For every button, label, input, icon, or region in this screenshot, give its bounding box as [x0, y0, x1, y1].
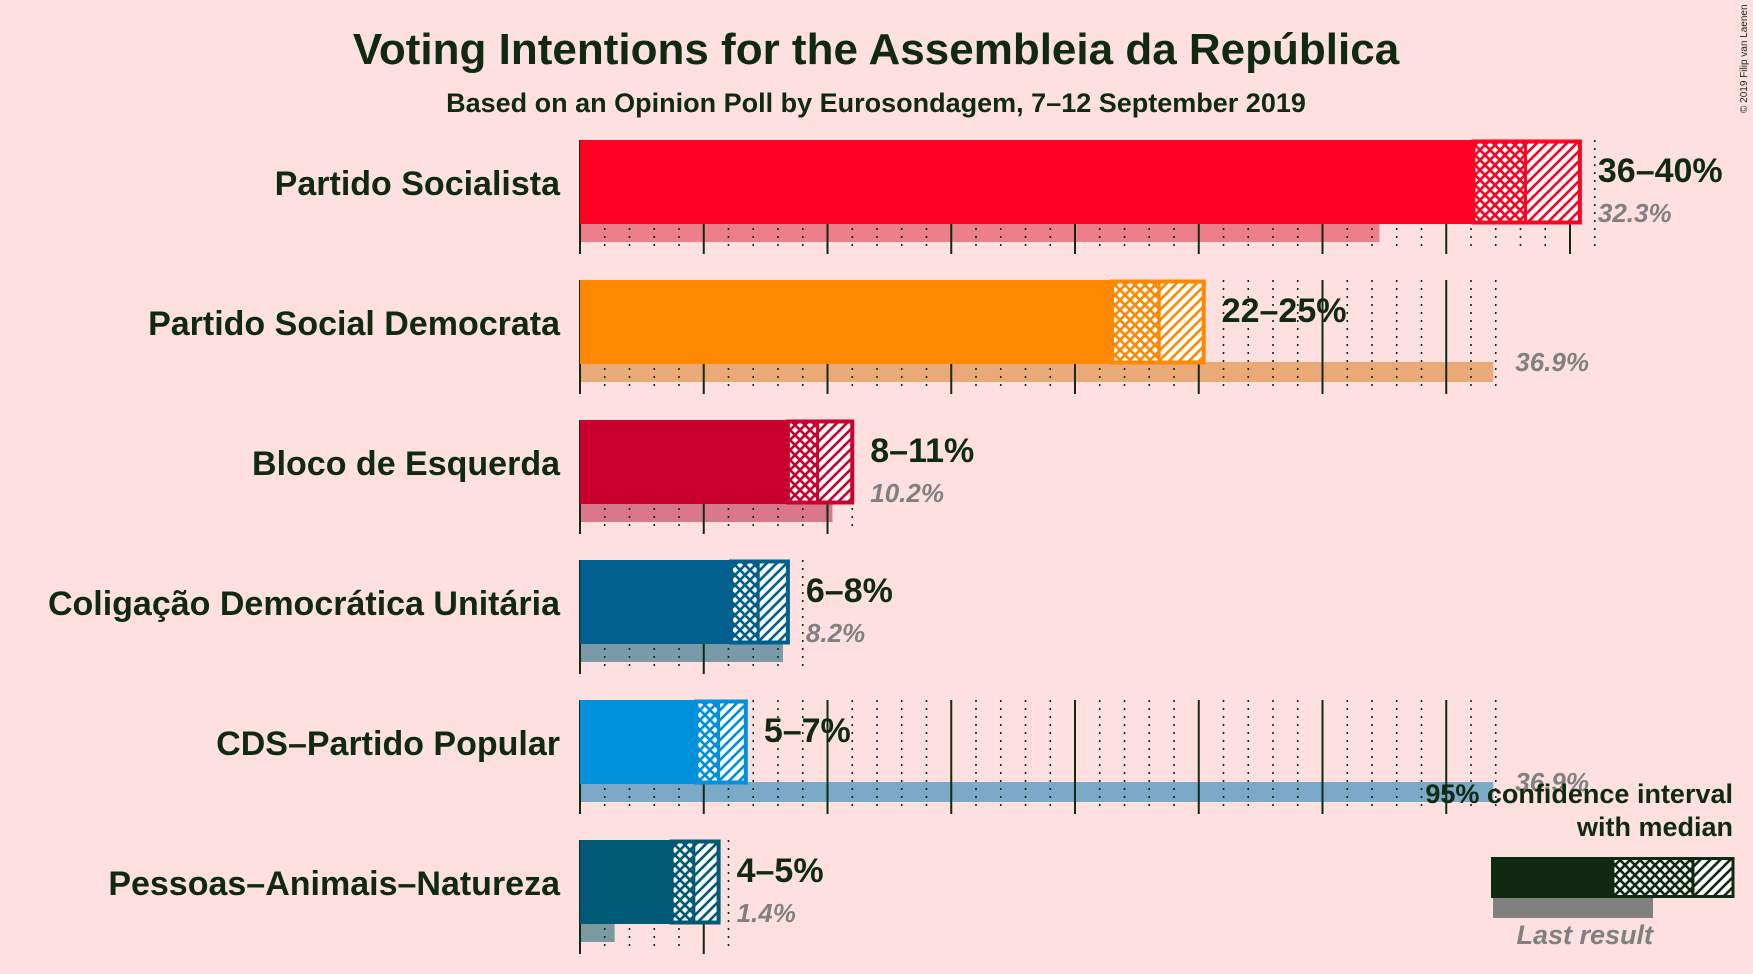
legend-last-label: Last result [1516, 920, 1654, 950]
party-label: Partido Socialista [275, 165, 561, 203]
legend-median-label: with median [1576, 812, 1733, 842]
legend-hatch-segment [1693, 857, 1733, 898]
gridlines [579, 700, 1497, 814]
legend-ci-outline [1611, 857, 1735, 898]
estimate-bar [580, 140, 1474, 224]
party-row: Pessoas–Animais–Natureza 4–5% 1.4% [108, 839, 824, 954]
last-result-label: 8.2% [806, 618, 865, 648]
estimate-bar [580, 700, 697, 784]
last-result-bar [580, 642, 783, 662]
party-row: Coligação Democrática Unitária 6–8% 8.2% [48, 559, 893, 674]
chart-title: Voting Intentions for the Assembleia da … [353, 25, 1400, 74]
estimate-bar [580, 840, 672, 924]
last-result-label: 36.9% [1515, 347, 1589, 377]
copyright: © 2019 Filip van Laenen [1739, 4, 1750, 113]
last-result-label: 1.4% [737, 898, 796, 928]
last-result-label: 10.2% [870, 478, 944, 508]
ci-upper-segment [693, 840, 719, 924]
legend-cross-segment [1613, 857, 1693, 898]
party-label: Pessoas–Animais–Natureza [108, 865, 561, 903]
ci-lower-segment [671, 840, 694, 924]
range-label: 4–5% [737, 852, 824, 890]
last-result-bar [580, 922, 615, 942]
ci-lower-segment [1112, 280, 1160, 364]
ci-upper-segment [1525, 140, 1580, 224]
chart-subtitle: Based on an Opinion Poll by Eurosondagem… [446, 88, 1306, 118]
last-result-bar [580, 222, 1380, 242]
range-label: 22–25% [1222, 292, 1347, 330]
ci-lower-segment [1473, 140, 1526, 224]
party-row: Partido Social Democrata 22–25% 36.9% [148, 279, 1589, 394]
last-result-bar [580, 782, 1494, 802]
ci-lower-segment [787, 420, 818, 504]
range-label: 6–8% [806, 572, 893, 610]
ci-lower-segment [730, 560, 759, 644]
ci-outline [785, 419, 855, 505]
ci-upper-segment [758, 560, 788, 644]
party-label: Coligação Democrática Unitária [48, 585, 561, 623]
last-result-label: 32.3% [1598, 198, 1672, 228]
estimate-bar [580, 280, 1113, 364]
party-row: Bloco de Esquerda 8–11% 10.2% [252, 419, 974, 534]
ci-upper-segment [718, 700, 746, 784]
legend-last-bar [1493, 898, 1653, 918]
last-result-bar [580, 362, 1494, 382]
party-label: Partido Social Democrata [148, 305, 561, 343]
estimate-bar [580, 560, 731, 644]
last-result-bar [580, 502, 833, 522]
ci-lower-segment [696, 700, 719, 784]
party-label: CDS–Partido Popular [216, 725, 560, 763]
range-label: 5–7% [764, 712, 851, 750]
ci-upper-segment [1159, 280, 1204, 364]
party-row: CDS–Partido Popular 5–7% 36.9% [216, 699, 1589, 814]
ci-upper-segment [817, 420, 853, 504]
range-label: 8–11% [870, 432, 974, 470]
party-rows: Partido Socialista 36–40%32.3%Partido Soc… [48, 139, 1723, 954]
party-label: Bloco de Esquerda [252, 445, 561, 483]
range-label: 36–40% [1598, 152, 1723, 190]
legend-solid-bar [1491, 857, 1613, 898]
last-result-label: 36.9% [1515, 767, 1589, 797]
legend-ci-label: 95% confidence interval [1425, 779, 1733, 809]
ci-outline [694, 699, 748, 785]
party-row: Partido Socialista 36–40% 32.3% [275, 139, 1723, 254]
estimate-bar [580, 420, 788, 504]
